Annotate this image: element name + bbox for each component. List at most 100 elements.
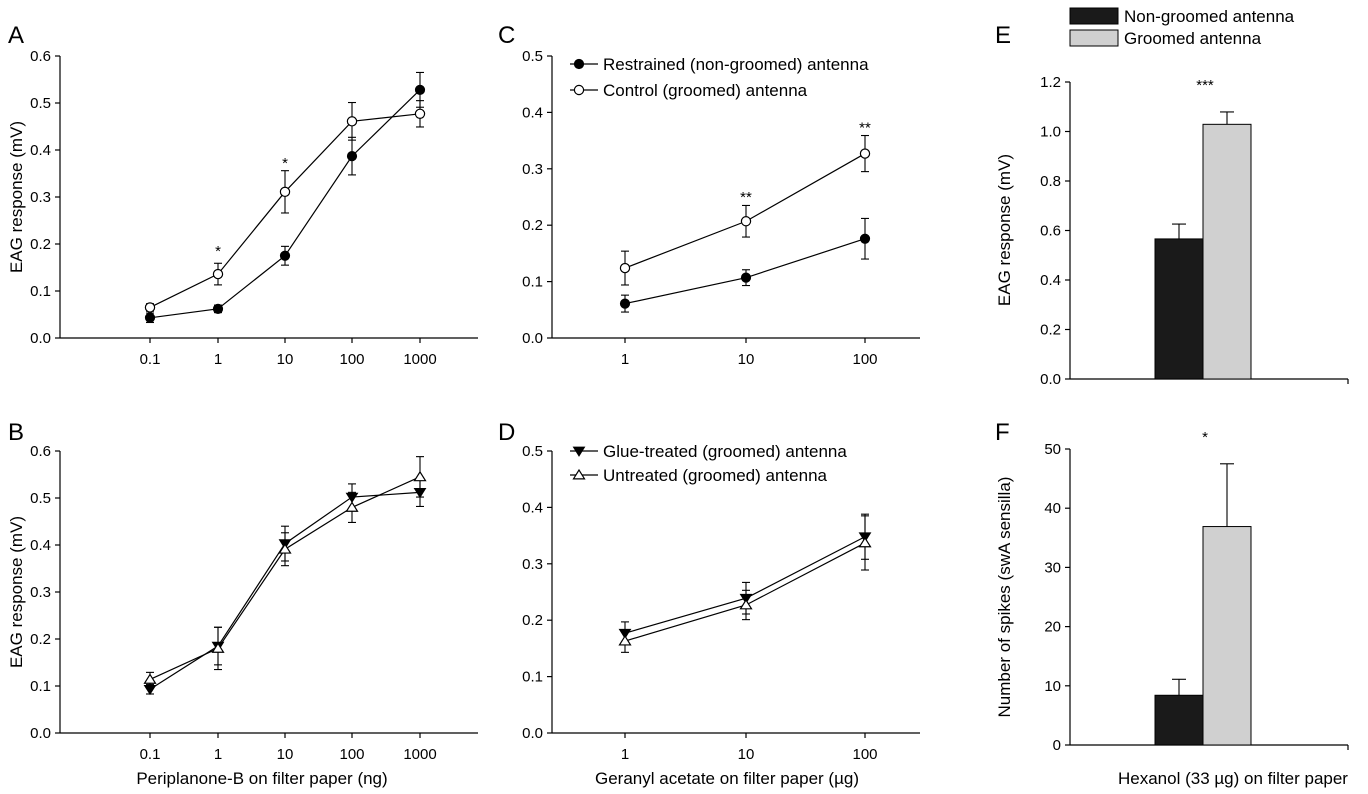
x-axis-title-periplanone: Periplanone-B on filter paper (ng)	[136, 769, 387, 788]
data-point	[619, 298, 631, 309]
x-tick-label: 1	[214, 351, 222, 368]
y-tick-label: 0.0	[30, 725, 51, 742]
y-tick-label: 0.3	[522, 161, 543, 178]
y-tick-label: 0.3	[30, 189, 51, 206]
significance-label: *	[215, 243, 221, 260]
x-axis-title-geranyl: Geranyl acetate on filter paper (µg)	[595, 769, 859, 788]
significance-label: *	[282, 155, 288, 172]
series-line	[149, 476, 421, 680]
legend-label: Glue-treated (groomed) antenna	[603, 442, 847, 461]
y-tick-label: 50	[1044, 441, 1061, 458]
y-tick-label: 0.0	[30, 330, 51, 347]
y-tick-label: 40	[1044, 500, 1061, 517]
legend-marker	[573, 58, 585, 70]
y-tick-label: 1.0	[1040, 124, 1061, 141]
data-point	[740, 216, 752, 227]
y-tick-label: 0.4	[522, 499, 543, 516]
x-tick-label: 1	[621, 746, 629, 763]
y-tick-label: 0.1	[30, 283, 51, 300]
significance-label: *	[1202, 429, 1208, 446]
data-point	[212, 303, 224, 314]
y-axis-title: EAG response (mV)	[7, 516, 26, 668]
panel-d-chart: 0.0 0.1 0.2 0.3 0.4 0.5 1 10 100 Glue-treated (gr…	[522, 442, 920, 763]
y-tick-label: 0.0	[522, 330, 543, 347]
y-tick-label: 0.0	[1040, 371, 1061, 388]
panel-letter-b: B	[8, 419, 24, 446]
y-tick-label: 0.5	[30, 95, 51, 112]
y-tick-label: 0.5	[30, 490, 51, 507]
legend-label: Groomed antenna	[1124, 29, 1262, 48]
data-point	[143, 673, 157, 684]
legend-marker	[572, 468, 586, 480]
y-tick-label: 0.2	[30, 631, 51, 648]
data-point	[345, 501, 359, 512]
y-tick-label: 0.2	[30, 236, 51, 253]
y-tick-label: 0.4	[1040, 272, 1061, 289]
data-point	[858, 536, 872, 548]
legend-label: Control (groomed) antenna	[603, 81, 808, 100]
x-tick-label: 1000	[403, 351, 436, 368]
legend-label: Non-groomed antenna	[1124, 7, 1295, 26]
series-line	[624, 536, 866, 634]
bar	[1154, 694, 1204, 746]
data-point	[618, 634, 632, 646]
data-point	[144, 302, 156, 313]
x-tick-label: 0.1	[140, 351, 161, 368]
legend-label: Restrained (non-groomed) antenna	[603, 55, 869, 74]
y-tick-label: 0.1	[522, 669, 543, 686]
y-tick-label: 0.3	[30, 584, 51, 601]
data-point	[859, 148, 871, 159]
y-tick-label: 0.5	[522, 48, 543, 65]
panel-letter-e: E	[995, 22, 1011, 49]
data-point	[211, 642, 225, 653]
y-tick-label: 20	[1044, 619, 1061, 636]
legend-swatch	[1069, 7, 1119, 25]
x-tick-label: 1000	[403, 746, 436, 763]
x-tick-label: 1	[214, 746, 222, 763]
y-tick-label: 0.2	[522, 612, 543, 629]
panel-letter-d: D	[498, 419, 515, 446]
y-tick-label: 10	[1044, 678, 1061, 695]
panel-letter-c: C	[498, 22, 515, 49]
data-point	[414, 84, 426, 95]
y-tick-label: 0.4	[30, 537, 51, 554]
y-axis-title: Number of spikes (swA sensilla)	[995, 477, 1014, 718]
legend-swatch	[1069, 29, 1119, 47]
y-tick-label: 0.2	[1040, 322, 1061, 339]
series-line	[624, 238, 866, 305]
x-tick-label: 100	[852, 351, 877, 368]
data-point	[279, 186, 291, 198]
y-tick-label: 0.2	[522, 217, 543, 234]
y-axis-title: EAG response (mV)	[995, 154, 1014, 306]
y-tick-label: 0.6	[1040, 223, 1061, 240]
series-line	[149, 491, 421, 690]
panel-f-chart: 0 10 20 30 40 50 Number of spikes (swA sensill…	[995, 429, 1349, 754]
x-tick-label: 0.1	[140, 746, 161, 763]
x-axis-title-hexanol: Hexanol (33 µg) on filter paper	[1118, 769, 1348, 788]
data-point	[740, 272, 752, 283]
y-tick-label: 1.2	[1040, 74, 1061, 91]
y-tick-label: 0.4	[522, 104, 543, 121]
x-tick-label: 10	[738, 746, 755, 763]
x-tick-label: 10	[277, 746, 294, 763]
y-tick-label: 0.6	[30, 48, 51, 65]
x-tick-label: 10	[738, 351, 755, 368]
panel-e-chart: 0.0 0.2 0.4 0.6 0.8 1.0 1.2 EAG response (mV) **…	[995, 7, 1349, 388]
data-point	[212, 268, 224, 280]
data-point	[859, 233, 871, 244]
y-tick-label: 30	[1044, 559, 1061, 576]
data-point	[346, 116, 358, 127]
data-point	[619, 262, 631, 274]
bar	[1202, 526, 1252, 746]
data-point	[279, 250, 291, 261]
series-line	[624, 542, 866, 642]
y-axis-title: EAG response (mV)	[7, 121, 26, 273]
panel-letter-f: F	[995, 419, 1010, 446]
y-tick-label: 0.1	[30, 678, 51, 695]
y-tick-label: 0.8	[1040, 173, 1061, 190]
y-tick-label: 0.0	[522, 725, 543, 742]
x-tick-label: 1	[621, 351, 629, 368]
data-point	[346, 151, 358, 162]
